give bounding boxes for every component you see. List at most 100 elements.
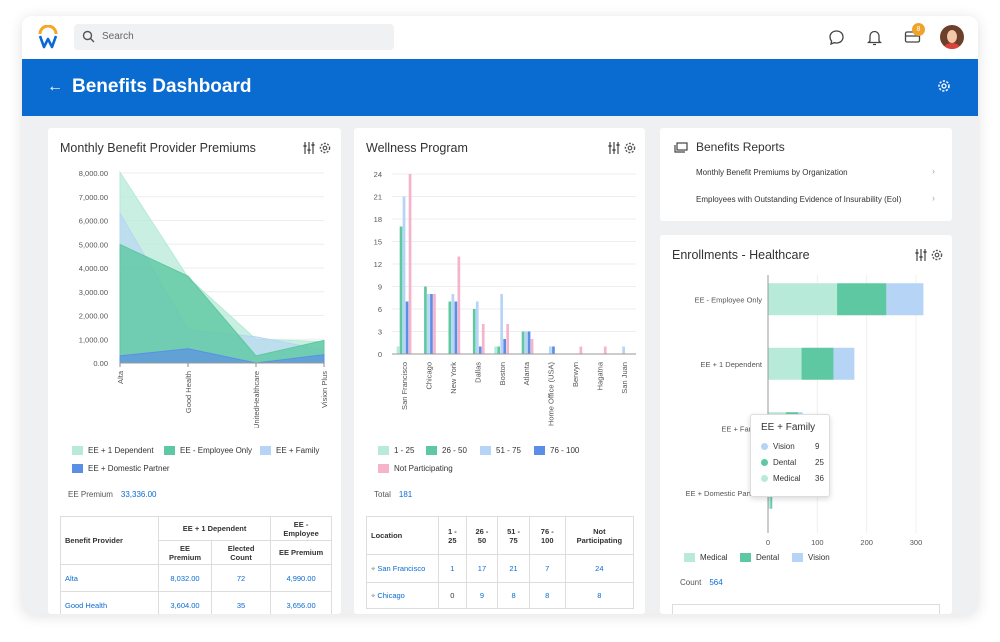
chevron-right-icon[interactable]: › [932,193,935,203]
location-link[interactable]: ⌖ Chicago [366,582,439,609]
chat-icon[interactable] [828,29,845,46]
bar [622,346,625,354]
cell-value[interactable]: 21 [497,554,530,583]
provider-link[interactable]: Alta [60,564,159,592]
legend-item-ee-family[interactable]: EE + Family [260,446,319,456]
col-header-not-participating: Not Participating [564,516,635,555]
legend-label: Medical [700,553,728,562]
cell-value[interactable]: 17 [465,554,499,583]
legend-item-26-50[interactable]: 26 - 50 [426,446,467,456]
bar [506,324,509,354]
filter-icon[interactable] [607,141,621,155]
premiums-table: Benefit Provider EE + 1 Dependent EE - E… [60,516,332,614]
y-tick-label: 12 [374,260,382,269]
bar [837,283,887,316]
bar [768,283,838,316]
legend-swatch [534,446,545,456]
gear-icon[interactable] [936,78,952,94]
wellness-table: Location 1 - 25 26 - 50 51 - 75 76 - 100… [366,516,635,609]
x-tick-label: Vision Plus [320,371,329,408]
bar [603,346,607,354]
tooltip-row: Medical 36 [761,474,824,483]
bar [801,347,834,380]
cell-value[interactable]: 7 [528,554,566,583]
col-header-1-25: 1 - 25 [438,516,467,555]
report-link-premiums[interactable]: Monthly Benefit Premiums by Organization [696,168,848,177]
legend-label: 26 - 50 [442,446,467,455]
cell-value[interactable]: 8 [528,582,566,609]
cell-value[interactable]: 35 [211,591,272,614]
x-tick-label: 300 [910,538,923,545]
legend-label: 51 - 75 [496,446,521,455]
bar [494,346,497,354]
legend-item-1-25[interactable]: 1 - 25 [378,446,414,456]
search-icon [82,30,95,43]
col-header-location: Location [366,516,439,555]
premiums-card: Monthly Benefit Provider Premiums 0.00 1,… [48,128,341,614]
y-tick-label: 4,000.00 [79,264,108,273]
legend-item-51-75[interactable]: 51 - 75 [480,446,521,456]
location-link[interactable]: ⌖ San Francisco [366,554,439,583]
metric-label: Total [374,490,391,499]
cell-value[interactable]: 4,990.00 [270,564,332,592]
y-tick-label: EE - Employee Only [694,295,762,304]
bar [396,346,400,354]
legend-label: Vision [808,553,830,562]
x-tick-label: UnitedHealthcare [252,371,261,428]
settings-gear-icon[interactable] [318,141,332,155]
cell-value[interactable]: 8 [564,582,635,609]
legend-item-76-100[interactable]: 76 - 100 [534,446,579,456]
filter-icon[interactable] [914,248,928,262]
bar [503,339,506,354]
cell-value[interactable]: 3,604.00 [157,591,213,614]
cell-value[interactable]: 8,032.00 [157,564,213,592]
reports-card: Benefits Reports Monthly Benefit Premium… [660,128,952,221]
bar [451,294,455,354]
bar [427,294,430,354]
report-link-eoi[interactable]: Employees with Outstanding Evidence of I… [696,195,902,204]
legend-item-dental[interactable]: Dental [740,553,779,563]
x-tick-label: 200 [860,538,873,545]
legend-swatch [426,446,437,456]
metric-value[interactable]: 181 [398,490,413,499]
legend-swatch [378,446,389,456]
enrollments-metric: Count 564 [680,578,723,587]
y-tick-label: 0.00 [93,359,108,368]
col-header-ee-premium: EE Premium [157,540,213,565]
cell-value[interactable]: 1 [438,554,467,583]
legend-item-not-participating[interactable]: Not Participating [378,464,453,474]
legend-item-vision[interactable]: Vision [792,553,830,563]
cell-value[interactable]: 8 [497,582,530,609]
y-tick-label: 18 [374,215,382,224]
settings-gear-icon[interactable] [930,248,944,262]
bar [481,324,485,354]
app-window: Search 8 ← Benefits Dashboard Monthly Be… [22,16,978,614]
legend-item-medical[interactable]: Medical [684,553,728,563]
bar [457,256,461,354]
cell-value[interactable]: 24 [564,554,635,583]
search-input[interactable]: Search [74,24,394,50]
workday-logo-icon[interactable] [37,25,59,49]
settings-gear-icon[interactable] [623,141,637,155]
bell-icon[interactable] [867,29,882,46]
filter-icon[interactable] [302,141,316,155]
legend-label: EE + 1 Dependent [88,446,154,455]
metric-value[interactable]: 564 [709,578,723,587]
metric-value[interactable]: 33,336.00 [120,490,157,499]
y-tick-label: 8,000.00 [79,169,108,178]
user-avatar[interactable] [940,25,964,49]
provider-link[interactable]: Good Health [60,591,159,614]
wellness-card: Wellness Program 0 3 6 9 12 15 18 21 24 San Franc… [354,128,645,614]
back-arrow-icon[interactable]: ← [47,78,63,95]
cell-value[interactable]: 9 [465,582,499,609]
legend-item-ee1[interactable]: EE + 1 Dependent [72,446,154,456]
tooltip-row: Dental 25 [761,458,824,467]
cell-value[interactable]: 72 [211,564,272,592]
cell-value[interactable]: 3,656.00 [270,591,332,614]
chevron-right-icon[interactable]: › [932,166,935,176]
wellness-legend: 1 - 25 26 - 50 51 - 75 76 - 100 Not Part… [354,446,645,486]
page-header: ← Benefits Dashboard [22,59,978,116]
bar [886,283,924,316]
legend-item-ee-only[interactable]: EE - Employee Only [164,446,252,456]
legend-item-ee-dp[interactable]: EE + Domestic Partner [72,464,170,474]
